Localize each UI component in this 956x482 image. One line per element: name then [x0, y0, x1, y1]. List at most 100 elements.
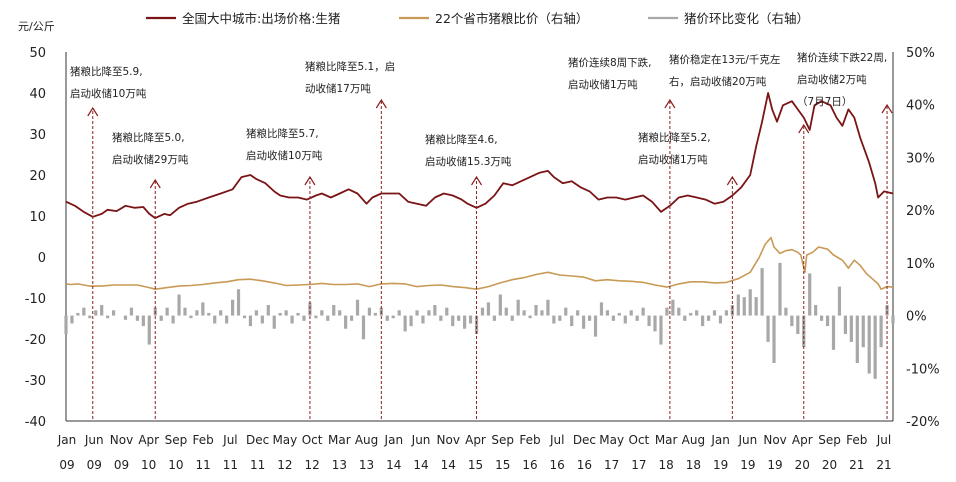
- annotation-arrow-head: [881, 103, 893, 114]
- x-tick-year: 14: [386, 458, 401, 472]
- left-tick-label: -40: [25, 415, 46, 430]
- x-tick-year: 14: [441, 458, 456, 472]
- left-axis-unit: 元/公斤: [18, 20, 55, 33]
- annotation-text: 猪价连续8周下跌,: [568, 56, 652, 69]
- x-tick-month: May: [599, 433, 624, 447]
- x-tick-year: 15: [468, 458, 483, 472]
- annotation-arrow-head: [798, 123, 810, 134]
- x-tick-year: 13: [359, 458, 374, 472]
- x-tick-month: Mar: [328, 433, 351, 447]
- annotation-layer: 猪粮比降至5.9,启动收储10万吨猪粮比降至5.0,启动收储29万吨猪粮比降至5…: [70, 51, 893, 419]
- annotation-text: 启动收储1万吨: [638, 153, 708, 166]
- x-tick-month: Nov: [110, 433, 133, 447]
- x-tick-year: 19: [713, 458, 728, 472]
- annotation-text: 猪价稳定在13元/千克左: [669, 53, 780, 66]
- left-tick-label: 40: [29, 87, 46, 102]
- x-tick-year: 10: [168, 458, 183, 472]
- annotation-arrow-head: [471, 175, 483, 186]
- x-tick-month: Sep: [491, 433, 514, 447]
- pig-grain-ratio-line: [65, 236, 894, 290]
- x-tick-month: Jun: [84, 433, 104, 447]
- x-tick-year: 17: [631, 458, 646, 472]
- x-tick-month: Nov: [763, 433, 786, 447]
- annotation-text: 猪粮比降至5.0,: [112, 131, 185, 144]
- right-tick-label: -10%: [906, 362, 940, 377]
- x-tick-year: 16: [577, 458, 592, 472]
- x-tick-month: Aug: [355, 433, 378, 447]
- x-tick-month: Nov: [437, 433, 460, 447]
- right-tick-label: 0%: [906, 310, 927, 325]
- annotation-arrow-head: [304, 175, 316, 186]
- axes-layer: 元/公斤 50 40 30 20 10 0 -10 -20 -30 -40 50% 40% 30% 20% 1…: [18, 20, 940, 472]
- x-tick-year: 15: [495, 458, 510, 472]
- series-layer: [64, 92, 895, 379]
- x-tick-month: Jan: [384, 433, 404, 447]
- annotation-text: 猪粮比降至5.9,: [70, 65, 143, 78]
- x-tick-year: 10: [141, 458, 156, 472]
- x-tick-year: 20: [795, 458, 810, 472]
- x-tick-year: 19: [767, 458, 782, 472]
- right-tick-label: 30%: [906, 151, 935, 166]
- right-tick-label: 10%: [906, 257, 935, 272]
- x-tick-year: 09: [114, 458, 129, 472]
- left-tick-label: 20: [29, 169, 46, 184]
- x-tick-month: Jan: [57, 433, 77, 447]
- x-tick-year: 21: [876, 458, 891, 472]
- x-tick-year: 14: [413, 458, 428, 472]
- x-tick-year: 11: [223, 458, 238, 472]
- annotation-arrow-head: [87, 106, 99, 117]
- left-tick-label: 0: [38, 251, 46, 266]
- right-tick-label: 20%: [906, 204, 935, 219]
- x-tick-year: 09: [87, 458, 102, 472]
- x-tick-year: 18: [686, 458, 701, 472]
- x-tick-month: Sep: [818, 433, 841, 447]
- annotation-arrow-head: [375, 98, 387, 109]
- left-tick-label: 30: [29, 128, 46, 143]
- x-tick-year: 19: [740, 458, 755, 472]
- x-tick-month: Feb: [846, 433, 867, 447]
- annotation-text: 猪粮比降至5.1，启: [305, 60, 395, 73]
- x-tick-year: 17: [604, 458, 619, 472]
- x-tick-month: Aug: [682, 433, 705, 447]
- x-tick-month: Jan: [710, 433, 730, 447]
- annotation-arrow-head: [664, 98, 676, 109]
- x-tick-month: Apr: [465, 433, 486, 447]
- x-tick-year: 12: [277, 458, 292, 472]
- x-tick-year: 11: [196, 458, 211, 472]
- annotation-text: 猪粮比降至5.2,: [638, 131, 711, 144]
- x-tick-month: Apr: [138, 433, 159, 447]
- x-tick-month: Sep: [165, 433, 188, 447]
- annotation-text: 启动收储2万吨: [797, 73, 867, 86]
- annotation-text: 猪价连续下跌22周,: [797, 51, 887, 64]
- legend: 全国大中城市:出场价格:生猪 22个省市猪粮比价（右轴） 猪价环比变化（右轴）: [146, 11, 809, 26]
- annotation-arrow-head: [726, 175, 738, 186]
- left-tick-label: 50: [29, 46, 46, 61]
- x-tick-month: Jul: [549, 433, 564, 447]
- x-tick-year: 16: [550, 458, 565, 472]
- legend-label: 猪价环比变化（右轴）: [684, 11, 809, 26]
- annotation-text: 启动收储15.3万吨: [425, 155, 512, 168]
- pig-price-line: [65, 92, 894, 219]
- x-tick-year: 16: [522, 458, 537, 472]
- annotation-text: 猪粮比降至5.7,: [246, 127, 319, 140]
- left-tick-label: 10: [29, 210, 46, 225]
- legend-label: 22个省市猪粮比价（右轴）: [435, 11, 588, 26]
- annotation-text: 右，启动收储20万吨: [669, 75, 767, 88]
- right-tick-label: 40%: [906, 99, 935, 114]
- x-tick-month: Mar: [655, 433, 678, 447]
- x-tick-year: 20: [822, 458, 837, 472]
- x-tick-year: 13: [332, 458, 347, 472]
- annotation-text: 启动收储1万吨: [568, 78, 638, 91]
- x-tick-month: Oct: [629, 433, 650, 447]
- left-tick-label: -20: [25, 333, 46, 348]
- x-tick-year: 12: [304, 458, 319, 472]
- annotation-arrow-head: [149, 178, 161, 189]
- legend-label: 全国大中城市:出场价格:生猪: [182, 11, 340, 26]
- annotation-text: 启动收储29万吨: [112, 153, 189, 166]
- x-tick-month: Oct: [302, 433, 323, 447]
- x-tick-year: 11: [250, 458, 265, 472]
- x-tick-month: Jun: [411, 433, 431, 447]
- left-tick-label: -30: [25, 374, 46, 389]
- x-tick-month: Feb: [519, 433, 540, 447]
- annotation-text: 动收储17万吨: [305, 82, 371, 95]
